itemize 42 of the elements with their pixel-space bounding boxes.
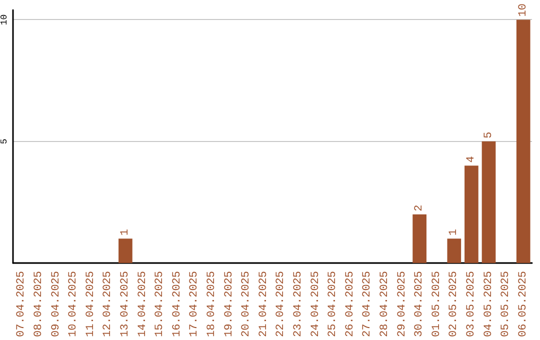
- x-tick-label: 16.04.2025: [171, 270, 184, 338]
- x-tick-label: 05.05.2025: [500, 270, 512, 338]
- x-tick-label: 11.04.2025: [84, 270, 97, 338]
- bar: [516, 20, 530, 263]
- x-tick-label: 22.04.2025: [275, 270, 288, 338]
- data-label: 4: [465, 156, 478, 163]
- x-tick-label: 30.04.2025: [414, 270, 426, 338]
- x-tick-label: 29.04.2025: [396, 270, 408, 338]
- x-tick-label: 27.04.2025: [362, 270, 374, 338]
- bar: [447, 238, 462, 263]
- x-tick-label: 15.04.2025: [154, 270, 166, 338]
- x-tick-label: 23.04.2025: [292, 270, 304, 338]
- x-tick-label: 28.04.2025: [378, 270, 391, 338]
- x-tick-label: 07.04.2025: [16, 270, 28, 338]
- x-tick-label: 08.04.2025: [32, 270, 45, 338]
- x-tick-label: 17.04.2025: [188, 270, 201, 338]
- data-label: 1: [448, 228, 460, 236]
- data-label: 2: [414, 204, 426, 212]
- x-tick-label: 24.04.2025: [310, 270, 322, 338]
- x-tick-label: 04.05.2025: [482, 270, 495, 338]
- x-tick-label: 09.04.2025: [50, 270, 62, 338]
- x-tick-label: 18.04.2025: [206, 270, 218, 338]
- bar: [464, 166, 478, 263]
- data-label: 5: [482, 132, 495, 138]
- data-label: 10: [517, 4, 530, 17]
- data-label: 1: [119, 228, 132, 236]
- x-tick-label: 21.04.2025: [258, 270, 270, 338]
- bar: [412, 214, 426, 263]
- x-tick-label: 25.04.2025: [327, 270, 340, 338]
- x-tick-label: 02.05.2025: [448, 270, 460, 338]
- x-tick-label: 20.04.2025: [240, 270, 253, 338]
- bar: [482, 141, 496, 263]
- x-tick-label: 10.04.2025: [68, 270, 80, 338]
- bar: [118, 238, 132, 263]
- x-tick-label: 13.04.2025: [119, 270, 132, 338]
- x-tick-label: 19.04.2025: [223, 270, 236, 338]
- x-tick-label: 06.05.2025: [517, 270, 530, 338]
- x-tick-label: 01.05.2025: [430, 270, 443, 338]
- x-tick-label: 12.04.2025: [102, 270, 114, 338]
- x-tick-label: 03.05.2025: [465, 270, 478, 338]
- x-tick-label: 26.04.2025: [344, 270, 356, 338]
- x-tick-label: 14.04.2025: [136, 270, 149, 338]
